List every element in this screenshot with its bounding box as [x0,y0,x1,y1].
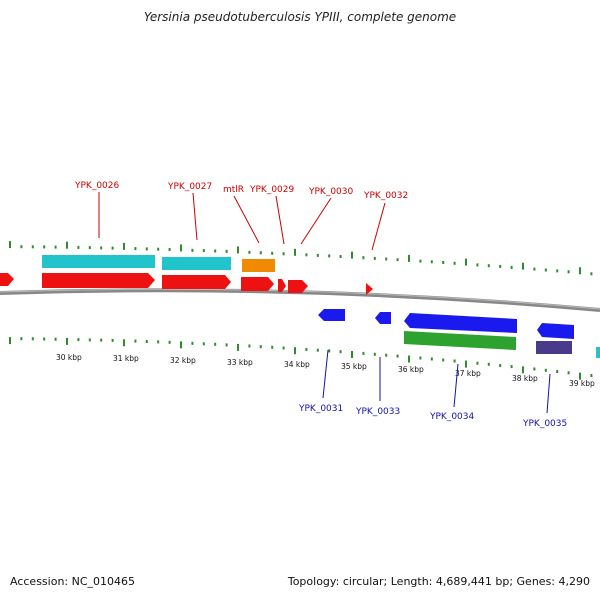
reverse-genes [318,309,600,358]
genome-backbone [0,288,600,312]
forward-genes [0,273,373,295]
kbp-label-30: 30 kbp [56,353,82,362]
label-ypk-0034: YPK_0034 [429,412,475,422]
leader-ypk-0029 [275,195,285,245]
label-ypk-0032: YPK_0032 [363,191,408,201]
gene-right-edge [596,347,600,358]
gene-ypk-0035 [537,323,574,339]
label-ypk-0030: YPK_0030 [308,187,354,197]
label-ypk-0026: YPK_0026 [74,181,120,191]
leader-ypk-0030 [300,197,332,245]
label-ypk-0027: YPK_0027 [167,182,212,192]
gene-ypk-0030 [288,280,308,293]
leader-ypk-0031 [322,349,329,399]
map-title: Yersinia pseudotuberculosis YPIII, compl… [143,10,457,24]
gene-ypk-0032 [366,283,373,295]
kbp-label-35: 35 kbp [341,362,367,371]
bottom-gene-labels: YPK_0031 YPK_0033 YPK_0034 YPK_0035 [298,349,567,429]
kbp-label-34: 34 kbp [284,360,310,369]
leader-ypk-0034 [453,363,459,408]
kbp-scale-labels: 30 kbp 31 kbp 32 kbp 33 kbp 34 kbp 35 kb… [56,353,595,388]
cds-features [42,255,275,272]
kbp-label-31: 31 kbp [113,354,139,363]
label-mtlr: mtlR [223,185,244,195]
label-ypk-0031: YPK_0031 [298,404,343,414]
kbp-label-33: 33 kbp [227,358,253,367]
leader-ypk-0027 [192,192,198,241]
cds-ypk-0035 [536,341,572,354]
gene-left-edge [0,273,14,286]
kbp-label-32: 32 kbp [170,356,196,365]
kbp-label-36: 36 kbp [398,365,424,374]
leader-mtlr [233,195,260,244]
kbp-label-39: 39 kbp [569,379,595,388]
kbp-label-37: 37 kbp [455,369,481,378]
cds-ypk-0026 [42,255,155,268]
genome-summary-text: Topology: circular; Length: 4,689,441 bp… [287,575,590,588]
kbp-label-38: 38 kbp [512,374,538,383]
gene-ypk-0027 [162,275,231,289]
gene-ypk-0026 [42,273,155,288]
leader-ypk-0035 [546,373,551,414]
label-ypk-0029: YPK_0029 [249,185,295,195]
label-ypk-0033: YPK_0033 [355,407,400,417]
accession-text: Accession: NC_010465 [10,575,136,588]
gene-mtlr [241,277,274,291]
leader-ypk-0032 [371,202,386,251]
tick-marks-top [9,241,593,276]
gene-ypk-0033 [375,312,391,324]
gene-ypk-0034 [404,313,517,333]
top-gene-labels: YPK_0026 YPK_0027 mtlR YPK_0029 YPK_0030… [74,181,408,251]
gene-ypk-0029 [278,279,286,292]
cds-mtlr [242,259,275,272]
gene-ypk-0031 [318,309,345,321]
reverse-cds [404,331,572,354]
cds-ypk-0034 [404,331,516,350]
tick-marks-bottom [9,337,593,380]
cds-ypk-0027 [162,257,231,270]
label-ypk-0035: YPK_0035 [522,419,567,429]
